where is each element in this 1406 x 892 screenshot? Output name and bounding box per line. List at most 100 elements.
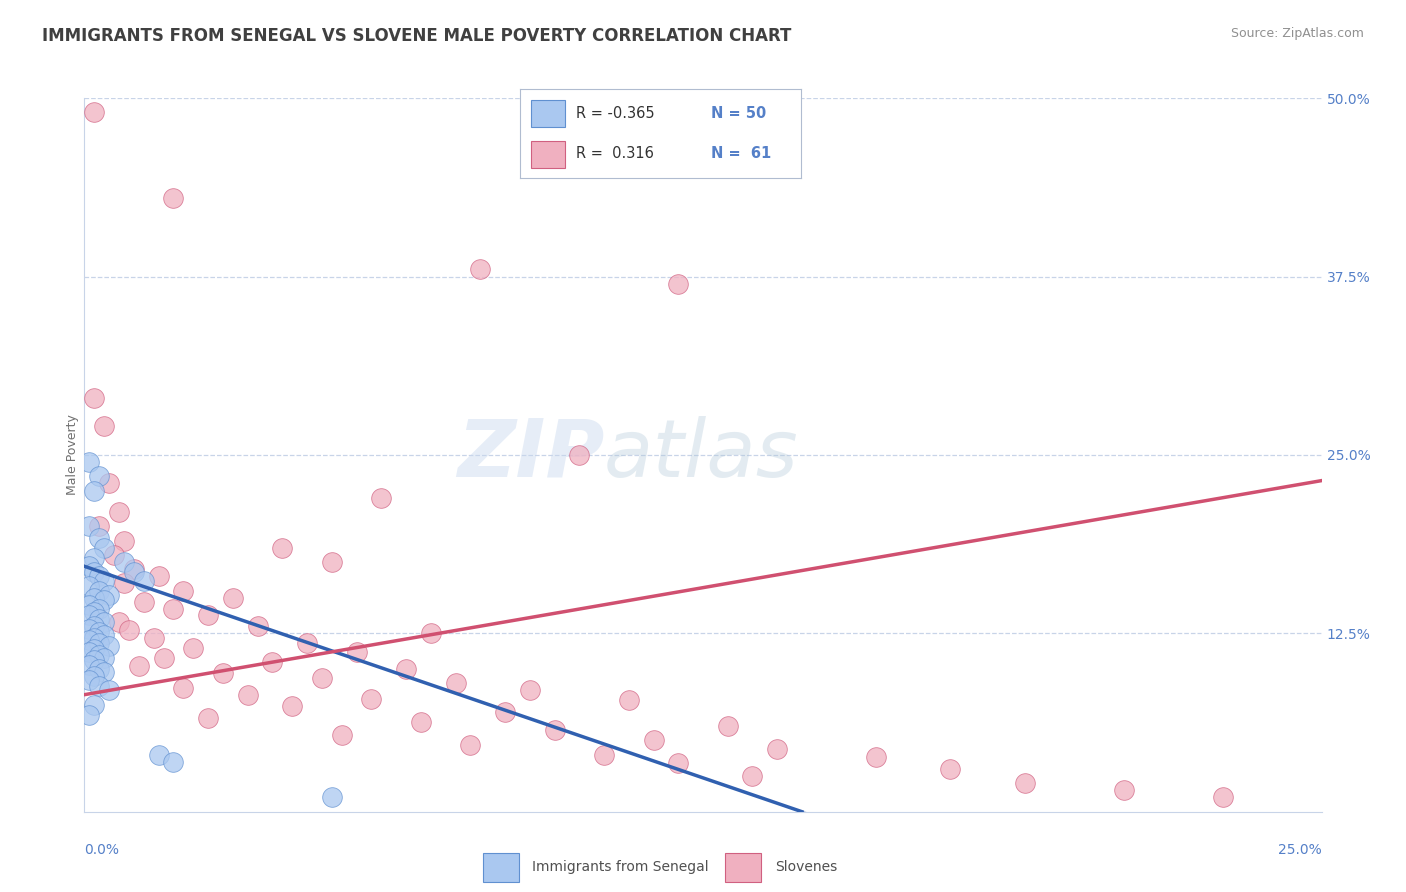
Point (295, 636, 318, 650)
Text: N =  61: N = 61 (711, 146, 772, 161)
Point (89, 569, 111, 583)
Point (89, 531, 111, 545)
Point (360, 692, 382, 706)
Point (148, 569, 170, 583)
Point (79, 559, 101, 574)
Point (79, 455, 101, 469)
Point (519, 683, 541, 698)
Point (311, 671, 333, 685)
Point (93, 574, 115, 588)
Point (543, 723, 565, 738)
Point (128, 659, 150, 673)
Point (89, 648, 111, 662)
Point (89, 679, 111, 693)
Point (79, 633, 101, 648)
Point (93, 665, 115, 679)
Point (83, 653, 105, 667)
Text: 25.0%: 25.0% (1278, 843, 1322, 857)
Point (262, 655, 284, 669)
Point (236, 688, 259, 702)
Point (370, 491, 392, 505)
Point (865, 750, 887, 764)
Point (89, 602, 111, 616)
Point (83, 669, 105, 683)
Point (444, 676, 467, 690)
Point (419, 626, 441, 640)
Point (321, 790, 343, 805)
Point (93, 628, 115, 642)
Point (741, 769, 763, 783)
Point (132, 595, 155, 609)
Point (181, 640, 204, 655)
Text: 0.0%: 0.0% (84, 843, 120, 857)
Point (112, 576, 135, 591)
Point (271, 541, 294, 555)
Point (1112, 783, 1135, 797)
Point (1014, 776, 1036, 790)
Point (222, 591, 245, 605)
Point (103, 548, 125, 562)
Point (666, 756, 689, 771)
Text: Immigrants from Senegal: Immigrants from Senegal (531, 861, 709, 874)
Point (152, 650, 174, 665)
Point (666, 277, 689, 291)
Point (83, 550, 105, 565)
Point (1212, 790, 1234, 805)
Point (83, 619, 105, 633)
Point (148, 747, 170, 762)
Point (79, 598, 101, 612)
Point (281, 699, 304, 714)
Point (89, 612, 111, 626)
Text: Slovenes: Slovenes (775, 861, 837, 874)
Point (79, 519, 101, 533)
Point (172, 583, 194, 598)
Bar (482, 854, 519, 881)
Point (132, 574, 155, 588)
Point (330, 728, 353, 742)
Point (494, 705, 516, 719)
Point (89, 662, 111, 676)
Point (83, 605, 105, 619)
Point (98, 683, 121, 698)
Point (98, 476, 121, 491)
Point (346, 645, 368, 659)
Point (112, 555, 135, 569)
Point (79, 622, 101, 636)
Y-axis label: Male Poverty: Male Poverty (66, 415, 79, 495)
Point (79, 645, 101, 659)
Point (321, 555, 343, 569)
Bar (531, 141, 565, 168)
Point (593, 747, 616, 762)
Text: N = 50: N = 50 (711, 106, 766, 120)
Point (112, 533, 135, 548)
Point (79, 657, 101, 672)
Point (643, 733, 665, 747)
Point (89, 469, 111, 483)
Point (79, 579, 101, 593)
Point (89, 636, 111, 650)
Point (83, 631, 105, 645)
Point (93, 615, 115, 629)
Point (98, 639, 121, 653)
Point (108, 505, 131, 519)
Point (162, 755, 184, 769)
Point (122, 562, 145, 576)
Point (766, 742, 789, 756)
Point (98, 588, 121, 602)
Point (246, 619, 269, 633)
Point (89, 583, 111, 598)
Point (89, 519, 111, 533)
Text: R =  0.316: R = 0.316 (576, 146, 654, 161)
Point (568, 448, 591, 462)
Point (460, 738, 482, 752)
Point (717, 719, 740, 733)
Point (79, 707, 101, 722)
Point (93, 541, 115, 555)
Point (93, 593, 115, 607)
Point (197, 607, 219, 622)
Point (409, 714, 432, 729)
Point (93, 650, 115, 665)
Point (83, 565, 105, 579)
Text: Source: ZipAtlas.com: Source: ZipAtlas.com (1230, 27, 1364, 40)
Point (79, 607, 101, 622)
